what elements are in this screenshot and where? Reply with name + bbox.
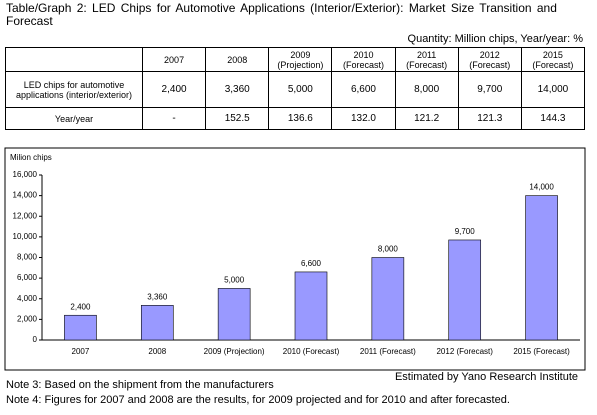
x-tick-label: 2012 (Forecast): [436, 347, 493, 356]
y-tick-label: 6,000: [17, 273, 38, 282]
cell-line: (Forecast): [406, 59, 448, 70]
header-cell: 2012 (Forecast): [457, 47, 522, 72]
data-table: 2007 2008 2009 (Projection) 2010 (Forecast) 20…: [5, 47, 586, 130]
bar: [525, 195, 558, 341]
title: Table/Graph 2: LED Chips for Automotive …: [6, 1, 557, 28]
cell-line: (Forecast): [469, 59, 511, 70]
value-label: 3,360: [147, 292, 168, 301]
bar: [448, 239, 482, 341]
table-cell: 3,360: [205, 71, 270, 108]
y-tick-label: 14,000: [13, 191, 38, 200]
cell-line: 2011: [416, 49, 437, 60]
x-tick-label: 2007: [72, 347, 90, 356]
y-tick-label: 4,000: [17, 294, 38, 303]
table-body: 2007 2008 2009 (Projection) 2010 (Forecast) 20…: [5, 47, 586, 130]
cell-line: Year/year: [54, 113, 94, 124]
value-label: 2,400: [70, 302, 91, 311]
y-tick-label: 16,000: [13, 170, 38, 179]
cell-line: 2012: [479, 49, 500, 60]
x-tick-label: 2015 (Forecast): [513, 347, 570, 356]
cell-line: LED chips for automotive: [23, 79, 125, 90]
bar: [294, 271, 328, 341]
value-label: 8,000: [378, 245, 399, 254]
x-tick-label: 2008: [148, 347, 166, 356]
y-tick-label: 0: [33, 335, 38, 344]
bar: [64, 314, 97, 341]
value-label: 14,000: [529, 183, 554, 192]
table-cell: 144.3: [520, 107, 586, 130]
note: Note 3: Based on the shipment from the m…: [6, 379, 274, 391]
row-label: LED chips for automotive applications (in…: [5, 71, 143, 108]
cell-line: (Forecast): [342, 59, 384, 70]
y-tick-label: 12,000: [13, 211, 38, 220]
value-label: 9,700: [455, 227, 476, 236]
cell-line: 2009: [290, 49, 311, 60]
cell-line: (Projection): [277, 59, 324, 70]
cell-line: (Forecast): [532, 59, 574, 70]
table-row: LED chips for automotive applications (in…: [5, 71, 586, 108]
header-row: 2007 2008 2009 (Projection) 2010 (Forecast) 20…: [5, 47, 586, 72]
corner-cell: [5, 47, 143, 72]
value-label: 5,000: [224, 276, 245, 285]
cell-line: applications (interior/exterior): [15, 89, 133, 100]
bar: [217, 288, 251, 341]
bar: [140, 305, 174, 341]
value-label: 6,600: [301, 259, 322, 268]
table-row: Year/year -152.5 136.6 132.0 121.2 121.3 144.3: [5, 107, 586, 130]
chart-frame: [4, 147, 586, 371]
note: Note 4: Figures for 2007 and 2008 are th…: [6, 394, 510, 406]
y-axis-label: Milion chips: [10, 153, 52, 162]
unit-note: Quantity: Million chips, Year/year: %: [407, 33, 583, 45]
source: Estimated by Yano Research Institute: [394, 371, 578, 383]
bar: [371, 257, 405, 341]
y-tick-label: 8,000: [17, 253, 38, 262]
cell-line: 2007: [164, 54, 185, 65]
cell-line: 2010: [353, 49, 374, 60]
x-tick-label: 2010 (Forecast): [283, 347, 340, 356]
x-tick-label: 2009 (Projection): [204, 347, 265, 356]
x-tick-label: 2011 (Forecast): [360, 347, 416, 356]
table-cell: 121.3: [457, 107, 522, 130]
table-cell: 14,000: [520, 71, 586, 108]
table-cell: 121.2: [394, 107, 459, 130]
cell-line: 2008: [227, 54, 248, 65]
y-tick-label: 2,000: [17, 314, 38, 323]
y-tick-label: 10,000: [13, 232, 38, 241]
table-cell: 5,000: [268, 71, 333, 108]
cell-line: 2015: [542, 49, 563, 60]
header-cell: 2009 (Projection): [268, 47, 333, 72]
table-cell: 152.5: [205, 107, 270, 130]
